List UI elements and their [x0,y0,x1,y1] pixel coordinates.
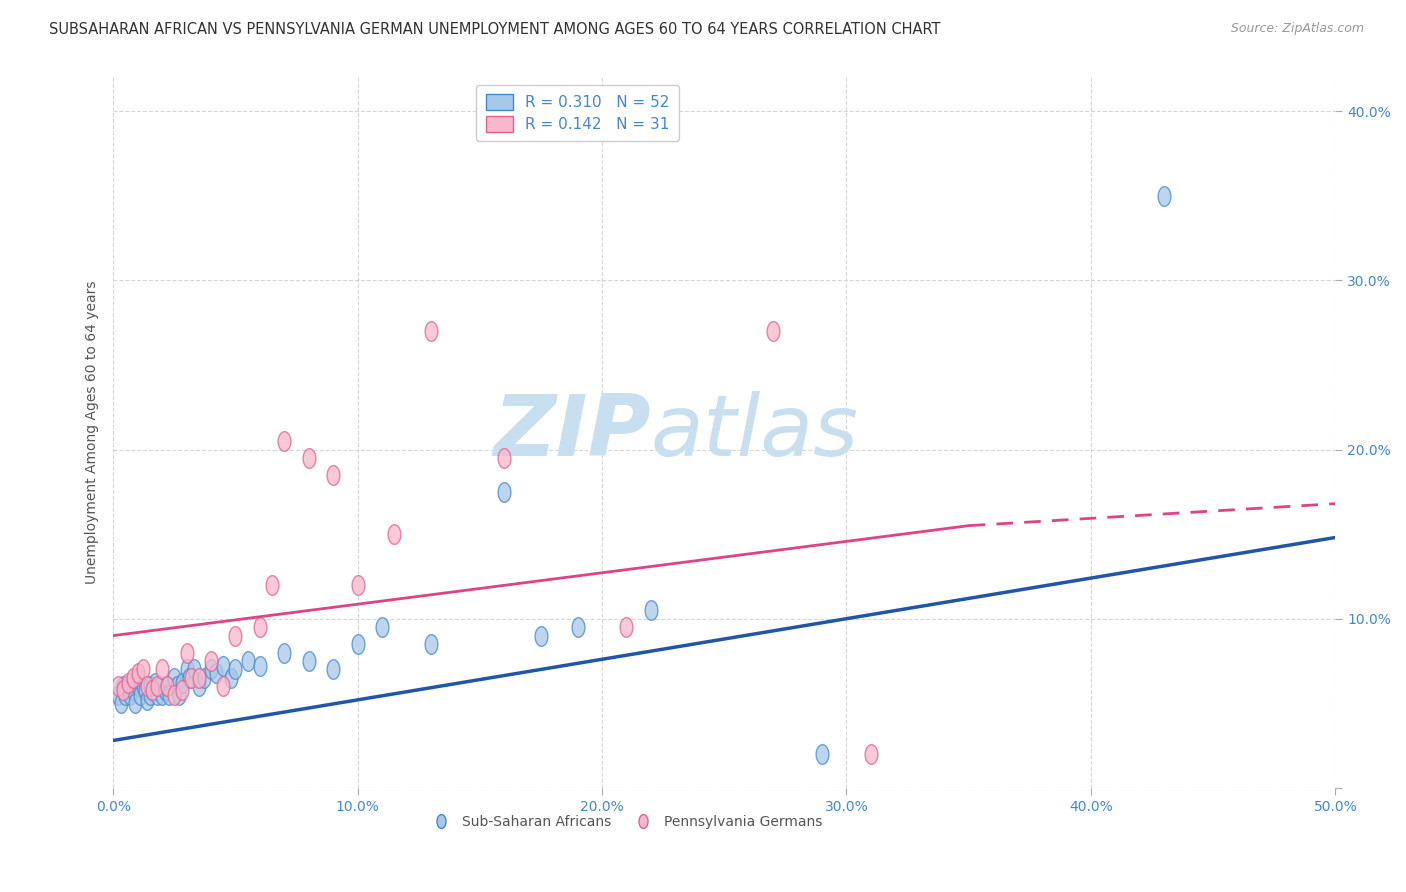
Point [420,324,443,338]
Point [163,671,186,685]
Point [322,467,344,482]
Point [249,620,271,634]
Point [146,679,169,693]
Point [149,679,172,693]
Point [156,679,179,693]
Point [249,659,271,673]
Point [212,679,235,693]
Point [176,646,198,660]
Point [298,654,321,668]
Point [139,679,162,693]
Point [129,688,152,702]
Point [110,696,132,710]
Point [150,688,173,702]
Text: atlas: atlas [651,391,859,475]
Point [127,665,149,680]
Point [273,646,295,660]
Point [117,676,139,690]
Point [131,662,153,676]
Point [114,688,136,702]
Legend: Sub-Saharan Africans, Pennsylvania Germans: Sub-Saharan Africans, Pennsylvania Germa… [425,809,828,834]
Point [170,682,193,697]
Point [420,637,443,651]
Point [134,682,156,697]
Point [117,679,139,693]
Text: ZIP: ZIP [494,391,651,475]
Point [139,688,162,702]
Y-axis label: Unemployment Among Ages 60 to 64 years: Unemployment Among Ages 60 to 64 years [86,281,100,584]
Point [1153,189,1175,203]
Point [616,620,638,634]
Point [177,671,200,685]
Point [236,654,259,668]
Point [298,450,321,465]
Point [163,688,186,702]
Point [180,671,202,685]
Point [273,434,295,448]
Point [811,747,834,761]
Point [157,688,180,702]
Point [371,620,394,634]
Point [346,637,368,651]
Point [187,679,209,693]
Point [530,629,553,643]
Point [120,688,142,702]
Point [200,654,222,668]
Point [141,682,163,697]
Point [224,629,246,643]
Point [212,659,235,673]
Point [167,688,190,702]
Point [127,671,149,685]
Point [494,484,516,499]
Point [322,662,344,676]
Point [494,450,516,465]
Point [107,679,129,693]
Point [346,578,368,592]
Point [219,671,242,685]
Point [187,671,209,685]
Point [183,662,205,676]
Point [224,662,246,676]
Point [859,747,882,761]
Point [111,679,134,693]
Point [107,688,129,702]
Point [762,324,785,338]
Point [176,662,198,676]
Point [640,603,662,617]
Point [121,682,143,697]
Point [200,662,222,676]
Point [136,693,159,707]
Point [567,620,589,634]
Point [141,682,163,697]
Point [156,679,179,693]
Point [127,679,149,693]
Point [121,671,143,685]
Point [136,679,159,693]
Point [166,679,188,693]
Point [131,679,153,693]
Text: Source: ZipAtlas.com: Source: ZipAtlas.com [1230,22,1364,36]
Point [124,696,146,710]
Point [193,671,215,685]
Point [262,578,284,592]
Point [170,676,193,690]
Point [146,688,169,702]
Point [205,665,228,680]
Point [143,676,166,690]
Point [111,682,134,697]
Text: SUBSAHARAN AFRICAN VS PENNSYLVANIA GERMAN UNEMPLOYMENT AMONG AGES 60 TO 64 YEARS: SUBSAHARAN AFRICAN VS PENNSYLVANIA GERMA… [49,22,941,37]
Point [153,682,176,697]
Point [382,527,405,541]
Point [150,662,173,676]
